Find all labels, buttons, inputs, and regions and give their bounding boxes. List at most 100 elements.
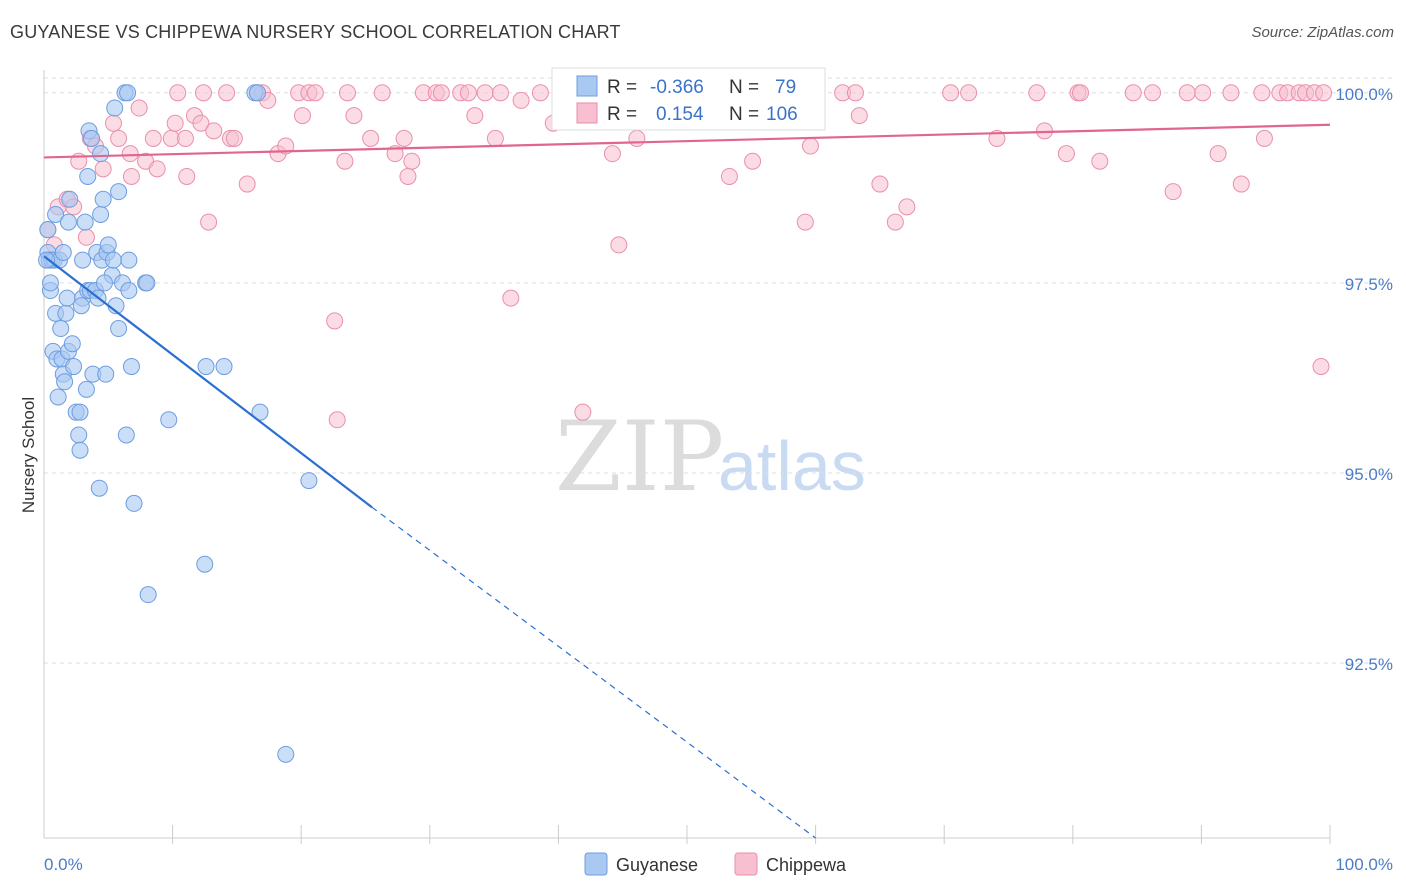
chippewa-point xyxy=(104,114,122,132)
guyanese-point xyxy=(90,479,108,497)
guyanese-point xyxy=(94,190,112,208)
axes: 100.0% 97.5% 95.0% 92.5% 0.0% 100.0% xyxy=(43,70,1393,874)
guyanese-point xyxy=(71,441,89,459)
chippewa-point xyxy=(988,129,1006,147)
chippewa-point xyxy=(238,175,256,193)
chippewa-point xyxy=(345,107,363,125)
legend-n-label-guyanese: N = xyxy=(729,77,759,98)
chippewa-point xyxy=(336,152,354,170)
chippewa-point xyxy=(846,84,864,102)
chippewa-point xyxy=(1072,84,1090,102)
guyanese-point xyxy=(79,167,97,185)
guyanese-point xyxy=(215,358,233,376)
source-label: Source: ZipAtlas.com xyxy=(1251,24,1394,41)
guyanese-point xyxy=(77,380,95,398)
chippewa-point xyxy=(178,167,196,185)
guyanese-point xyxy=(139,586,157,604)
chippewa-point xyxy=(603,145,621,163)
guyanese-point xyxy=(277,745,295,763)
chippewa-point xyxy=(1144,84,1162,102)
guyanese-point xyxy=(106,99,124,117)
chippewa-point xyxy=(148,160,166,178)
chippewa-point xyxy=(121,145,139,163)
legend-r-label-guyanese: R = xyxy=(607,77,637,98)
legend-r-label-chippewa: R = xyxy=(607,104,637,125)
chippewa-point xyxy=(1091,152,1109,170)
guyanese-point xyxy=(61,190,79,208)
chippewa-point xyxy=(194,84,212,102)
guyanese-point xyxy=(70,426,88,444)
bottom-legend-swatch-guyanese xyxy=(584,852,608,876)
chippewa-point xyxy=(796,213,814,231)
guyanese-point xyxy=(52,320,70,338)
guyanese-point xyxy=(120,282,138,300)
guyanese-point xyxy=(76,213,94,231)
chippewa-point xyxy=(218,84,236,102)
chippewa-point xyxy=(492,84,510,102)
chippewa-point xyxy=(328,411,346,429)
y-tick-label: 97.5% xyxy=(1345,275,1393,294)
guyanese-trend-extension xyxy=(371,506,816,839)
top-legend: R = -0.366 N = 79 R = 0.154 N = 106 xyxy=(551,67,826,131)
legend-swatch-guyanese xyxy=(576,75,598,97)
chippewa-point xyxy=(122,167,140,185)
guyanese-point xyxy=(104,251,122,269)
guyanese-point xyxy=(117,426,135,444)
chippewa-point xyxy=(162,129,180,147)
guyanese-point xyxy=(300,472,318,490)
chippewa-point xyxy=(1222,84,1240,102)
chippewa-point xyxy=(403,152,421,170)
bottom-legend-guyanese: Guyanese xyxy=(616,855,698,875)
guyanese-point xyxy=(125,494,143,512)
chart-title: GUYANESE VS CHIPPEWA NURSERY SCHOOL CORR… xyxy=(10,22,621,42)
guyanese-point xyxy=(110,320,128,338)
guyanese-point xyxy=(54,243,72,261)
chippewa-point xyxy=(942,84,960,102)
legend-n-value-guyanese: 79 xyxy=(775,77,796,98)
guyanese-point xyxy=(74,251,92,269)
chippewa-point xyxy=(192,114,210,132)
chippewa-point xyxy=(1164,183,1182,201)
chippewa-point xyxy=(898,198,916,216)
guyanese-point xyxy=(71,403,89,421)
chippewa-point xyxy=(1194,84,1212,102)
chippewa-point xyxy=(1057,145,1075,163)
chippewa-point xyxy=(293,107,311,125)
y-tick-label: 95.0% xyxy=(1345,465,1393,484)
chippewa-point xyxy=(886,213,904,231)
chippewa-point xyxy=(1253,84,1271,102)
watermark-atlas: atlas xyxy=(718,427,866,505)
guyanese-point xyxy=(110,183,128,201)
chippewa-point xyxy=(531,84,549,102)
guyanese-point xyxy=(95,274,113,292)
bottom-legend-swatch-chippewa xyxy=(734,852,758,876)
chippewa-point xyxy=(200,213,218,231)
chippewa-point xyxy=(306,84,324,102)
chippewa-point xyxy=(466,107,484,125)
guyanese-point xyxy=(251,403,269,421)
chippewa-point xyxy=(871,175,889,193)
x-tick-label-max: 100.0% xyxy=(1335,855,1393,874)
grid xyxy=(44,77,1392,664)
chippewa-trend-line xyxy=(43,123,1331,159)
guyanese-point xyxy=(196,555,214,573)
chippewa-point xyxy=(373,84,391,102)
legend-r-value-chippewa: 0.154 xyxy=(656,104,704,125)
guyanese-point xyxy=(97,365,115,383)
chippewa-point xyxy=(1312,358,1330,376)
guyanese-point xyxy=(160,411,178,429)
chippewa-point xyxy=(144,129,162,147)
chippewa-point xyxy=(512,91,530,109)
guyanese-point xyxy=(65,358,83,376)
guyanese-point xyxy=(57,304,75,322)
guyanese-point xyxy=(83,129,101,147)
y-tick-label: 92.5% xyxy=(1345,655,1393,674)
chippewa-point xyxy=(338,84,356,102)
chippewa-point xyxy=(1315,84,1333,102)
legend-swatch-chippewa xyxy=(576,102,598,124)
chippewa-point xyxy=(326,312,344,330)
chippewa-point xyxy=(110,129,128,147)
chippewa-point xyxy=(277,137,295,155)
legend-n-value-chippewa: 106 xyxy=(766,104,798,125)
y-tick-label: 100.0% xyxy=(1335,85,1393,104)
